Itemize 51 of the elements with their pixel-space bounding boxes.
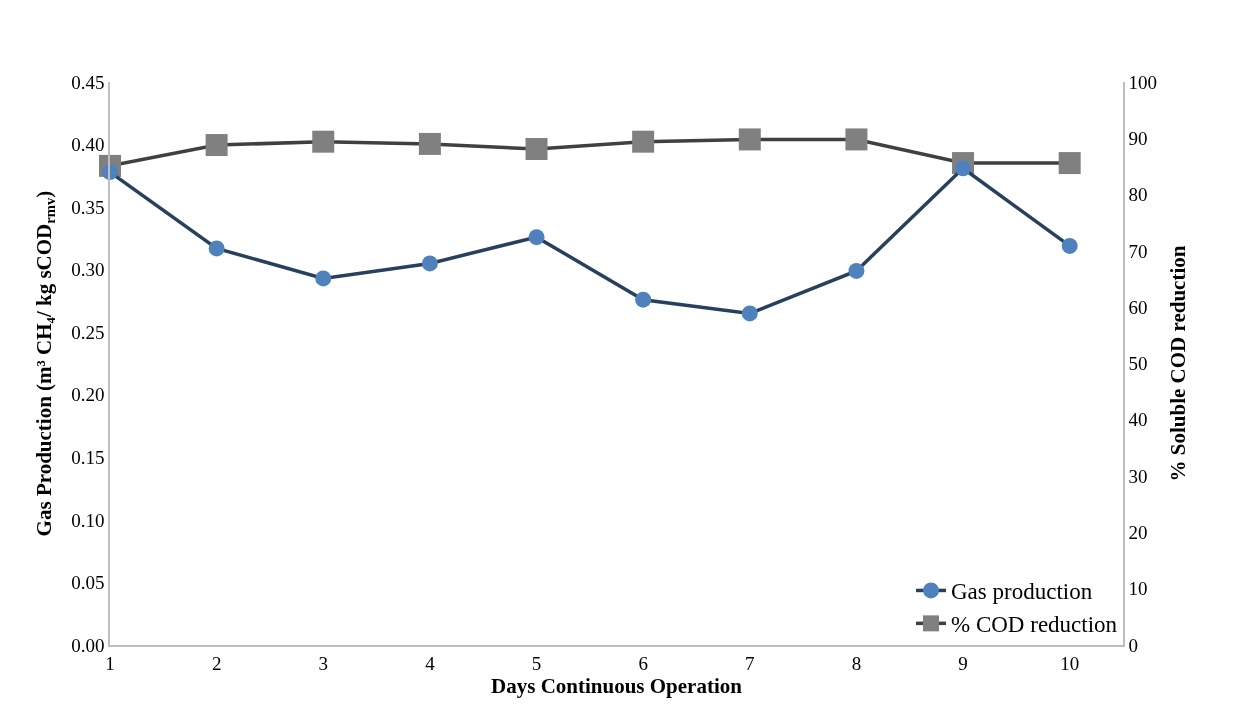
- point: [635, 291, 652, 308]
- x-tick-label: 7: [745, 652, 755, 674]
- y2-tick-label: 50: [1128, 353, 1148, 375]
- y-tick-label: 0.30: [71, 259, 105, 281]
- y2-tick-label: 10: [1128, 578, 1148, 600]
- x-tick-label: 3: [318, 652, 329, 674]
- y2-tick-label: 60: [1128, 296, 1148, 318]
- point: [421, 255, 438, 272]
- y-tick-label: 0.00: [71, 634, 105, 656]
- y2-tick-label: 70: [1128, 240, 1148, 262]
- x-tick-label: 10: [1060, 652, 1080, 674]
- point: [205, 134, 228, 157]
- legend-label: Gas production: [951, 579, 1093, 605]
- x-tick-label: 4: [425, 652, 436, 674]
- y2-tick-label: 90: [1128, 127, 1148, 149]
- x-tick-label: 6: [638, 652, 648, 674]
- point: [315, 270, 332, 287]
- x-tick-label: 5: [531, 652, 542, 674]
- y2-tick-label: 80: [1128, 184, 1148, 206]
- legend-label: % COD reduction: [951, 612, 1118, 638]
- x-tick-label: 8: [851, 652, 862, 674]
- y2-tick-label: 40: [1128, 409, 1148, 431]
- y2-tick-label: 100: [1128, 71, 1158, 93]
- y-tick-label: 0.35: [71, 196, 105, 218]
- point: [1058, 152, 1081, 175]
- point: [848, 262, 865, 279]
- point: [738, 128, 761, 151]
- y-tick-label: 0.05: [71, 572, 105, 594]
- point: [1061, 237, 1078, 254]
- point: [312, 130, 335, 153]
- x-axis-title: Days Continuous Operation: [491, 674, 743, 699]
- y2-tick-label: 30: [1128, 465, 1148, 487]
- point: [632, 130, 655, 153]
- y2-tick-label: 0: [1128, 634, 1139, 656]
- point: [741, 305, 758, 322]
- y-tick-label: 0.45: [71, 71, 105, 93]
- x-tick-label: 1: [105, 652, 115, 674]
- y2-tick-label: 20: [1128, 522, 1148, 544]
- y2-axis-title: % Soluble COD reduction: [1165, 245, 1190, 482]
- x-tick-label: 2: [211, 652, 222, 674]
- y-tick-label: 0.10: [71, 509, 105, 531]
- point: [845, 128, 868, 151]
- y-tick-label: 0.40: [71, 134, 105, 156]
- point: [525, 138, 548, 160]
- x-tick-label: 9: [958, 652, 968, 674]
- y-tick-label: 0.15: [71, 446, 105, 468]
- y-tick-label: 0.25: [71, 321, 105, 343]
- point: [208, 240, 225, 257]
- point: [528, 229, 545, 246]
- point: [418, 132, 441, 155]
- y-tick-label: 0.20: [71, 384, 105, 406]
